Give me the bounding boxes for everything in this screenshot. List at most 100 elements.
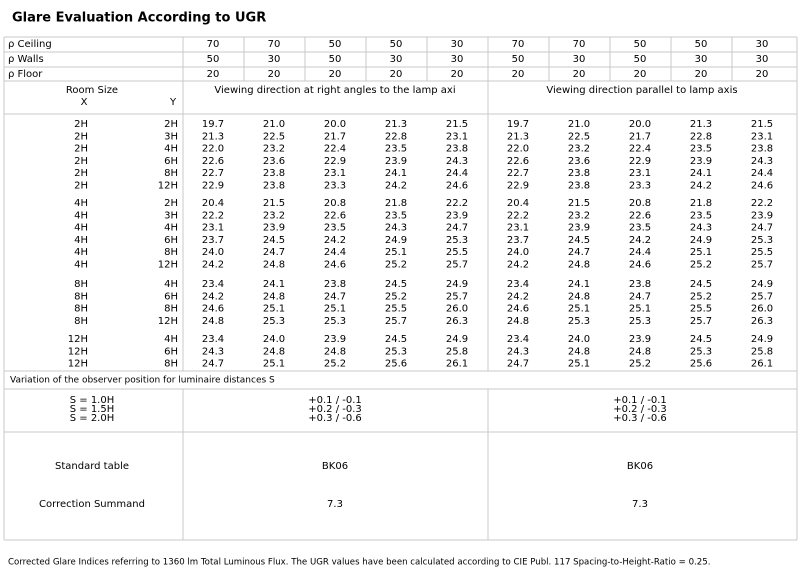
ugr-value: 26.1 xyxy=(751,359,773,370)
ugr-value: 25.2 xyxy=(385,260,407,271)
ugr-value: 23.9 xyxy=(568,223,590,234)
row-value: 7.3 xyxy=(632,499,648,510)
room-x: 2H xyxy=(74,181,88,192)
ugr-value: 24.2 xyxy=(629,235,651,246)
ugr-value: 26.0 xyxy=(751,304,773,315)
ugr-value: 22.7 xyxy=(507,168,529,179)
ugr-value: 25.3 xyxy=(446,235,468,246)
param-value: 50 xyxy=(329,54,342,65)
ugr-value: 20.0 xyxy=(629,119,651,130)
room-x: 4H xyxy=(74,260,88,271)
ugr-value: 22.6 xyxy=(202,156,224,167)
variation: +0.3 / -0.6 xyxy=(613,413,667,424)
ugr-value: 25.7 xyxy=(751,291,773,302)
ugr-value: 24.2 xyxy=(690,181,712,192)
room-x: 2H xyxy=(74,119,88,130)
ugr-value: 23.7 xyxy=(507,235,529,246)
ugr-value: 25.6 xyxy=(385,359,407,370)
ugr-value: 22.5 xyxy=(568,131,590,142)
ugr-value: 24.4 xyxy=(751,168,773,179)
ugr-value: 24.8 xyxy=(568,260,590,271)
ugr-value: 24.9 xyxy=(751,279,773,290)
ugr-value: 23.9 xyxy=(629,334,651,345)
ugr-value: 23.4 xyxy=(202,279,224,290)
row-value: 7.3 xyxy=(327,499,343,510)
param-label: ρ Floor xyxy=(8,69,43,80)
ugr-value: 23.5 xyxy=(690,210,712,221)
ugr-value: 23.5 xyxy=(690,144,712,155)
ugr-value: 26.0 xyxy=(446,304,468,315)
ugr-value: 22.9 xyxy=(202,181,224,192)
param-value: 30 xyxy=(756,54,769,65)
ugr-value: 24.5 xyxy=(690,334,712,345)
ugr-value: 25.5 xyxy=(385,304,407,315)
room-size: Room Size xyxy=(66,85,118,96)
param-value: 50 xyxy=(512,54,525,65)
ugr-value: 24.4 xyxy=(446,168,468,179)
variation: +0.3 / -0.6 xyxy=(308,413,362,424)
ugr-value: 23.8 xyxy=(324,279,346,290)
param-value: 30 xyxy=(451,54,464,65)
ugr-value: 24.7 xyxy=(202,359,224,370)
ugr-value: 24.5 xyxy=(263,235,285,246)
ugr-value: 24.6 xyxy=(202,304,224,315)
ugr-value: 23.7 xyxy=(202,235,224,246)
row-label: Standard table xyxy=(55,461,129,472)
ugr-value: 23.1 xyxy=(446,131,468,142)
ugr-value: 22.8 xyxy=(690,131,712,142)
ugr-value: 23.8 xyxy=(751,144,773,155)
ugr-value: 23.8 xyxy=(263,168,285,179)
ugr-value: 25.3 xyxy=(690,346,712,357)
ugr-value: 24.9 xyxy=(446,334,468,345)
ugr-value: 24.6 xyxy=(629,260,651,271)
param-value: 20 xyxy=(207,69,220,80)
room-x: 4H xyxy=(74,235,88,246)
ugr-value: 20.4 xyxy=(202,198,224,209)
room-x: 2H xyxy=(74,131,88,142)
room-y: 8H xyxy=(164,247,178,258)
ugr-value: 24.0 xyxy=(507,247,529,258)
variation: +0.2 / -0.3 xyxy=(308,404,362,415)
param-value: 20 xyxy=(634,69,647,80)
ugr-value: 22.0 xyxy=(507,144,529,155)
param-value: 50 xyxy=(634,54,647,65)
room-y: 6H xyxy=(164,346,178,357)
ugr-value: 24.3 xyxy=(446,156,468,167)
ugr-value: 25.6 xyxy=(690,359,712,370)
ugr-value: 24.8 xyxy=(324,346,346,357)
ugr-value: 23.1 xyxy=(751,131,773,142)
param-value: 30 xyxy=(756,39,769,50)
param-value: 50 xyxy=(634,39,647,50)
ugr-value: 21.7 xyxy=(629,131,651,142)
ugr-value: 21.8 xyxy=(385,198,407,209)
ugr-value: 25.3 xyxy=(751,235,773,246)
x-head: X xyxy=(81,97,88,108)
ugr-value: 23.1 xyxy=(202,223,224,234)
ugr-value: 23.6 xyxy=(263,156,285,167)
ugr-value: 25.3 xyxy=(385,346,407,357)
ugr-value: 23.3 xyxy=(324,181,346,192)
ugr-value: 21.0 xyxy=(568,119,590,130)
ugr-value: 25.3 xyxy=(629,316,651,327)
ugr-value: 24.2 xyxy=(202,260,224,271)
room-y: 4H xyxy=(164,223,178,234)
room-x: 2H xyxy=(74,168,88,179)
title: Glare Evaluation According to UGR xyxy=(12,11,266,26)
ugr-value: 21.5 xyxy=(446,119,468,130)
ugr-value: 25.2 xyxy=(324,359,346,370)
ugr-value: 25.1 xyxy=(263,304,285,315)
param-value: 20 xyxy=(512,69,525,80)
ugr-value: 26.3 xyxy=(751,316,773,327)
ugr-value: 22.6 xyxy=(507,156,529,167)
variation: +0.1 / -0.1 xyxy=(613,395,667,406)
variation-label: Variation of the observer position for l… xyxy=(10,376,275,386)
param-value: 30 xyxy=(573,54,586,65)
ugr-value: 21.3 xyxy=(202,131,224,142)
ugr-value: 24.2 xyxy=(385,181,407,192)
param-value: 30 xyxy=(451,39,464,50)
ugr-value: 25.7 xyxy=(446,291,468,302)
room-y: 2H xyxy=(164,198,178,209)
param-value: 50 xyxy=(390,39,403,50)
